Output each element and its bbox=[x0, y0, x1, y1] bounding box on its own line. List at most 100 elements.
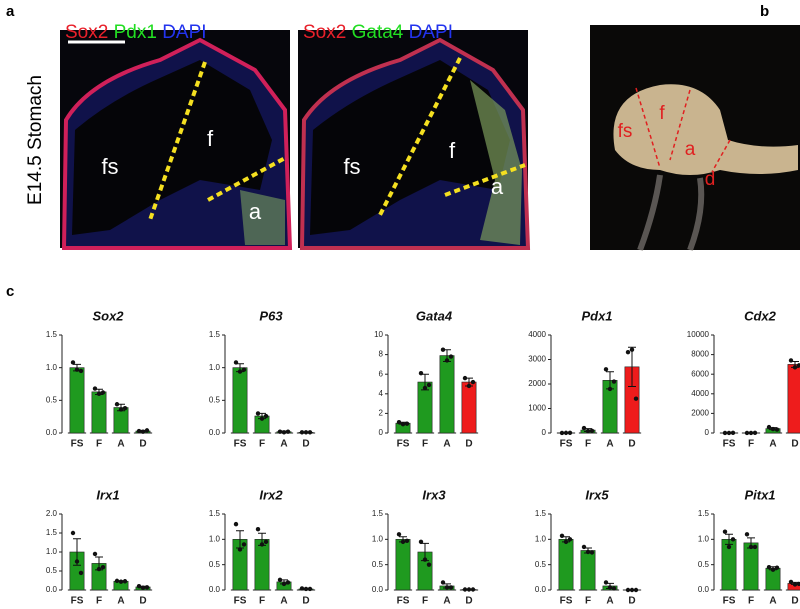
data-point bbox=[259, 416, 265, 421]
data-point bbox=[633, 396, 639, 401]
x-tick-label: D bbox=[791, 439, 798, 450]
data-point bbox=[629, 587, 635, 593]
data-point bbox=[92, 386, 98, 391]
bar bbox=[232, 367, 248, 434]
y-tick-label: 0.0 bbox=[372, 585, 384, 594]
data-point bbox=[770, 426, 776, 432]
data-point bbox=[70, 530, 76, 536]
data-point bbox=[470, 379, 476, 385]
x-tick-label: FS bbox=[397, 439, 410, 450]
y-tick-label: 1.5 bbox=[535, 509, 547, 518]
data-point bbox=[726, 544, 732, 550]
data-point bbox=[233, 360, 239, 365]
data-point bbox=[730, 537, 736, 542]
bar bbox=[461, 381, 477, 434]
data-point bbox=[400, 421, 406, 427]
x-tick-label: A bbox=[606, 439, 613, 450]
y-tick-label: 0.0 bbox=[209, 585, 221, 594]
data-point bbox=[774, 427, 780, 432]
data-point bbox=[589, 428, 595, 433]
y-tick-label: 2000 bbox=[691, 409, 709, 418]
data-point bbox=[144, 585, 150, 590]
y-tick-label: 1.0 bbox=[698, 534, 710, 543]
y-tick-label: 10 bbox=[374, 330, 383, 339]
data-point bbox=[603, 580, 609, 585]
stain: Gata4 bbox=[352, 22, 404, 43]
y-tick-label: 1.0 bbox=[46, 547, 58, 556]
stain: DAPI bbox=[162, 22, 206, 43]
data-point bbox=[74, 559, 80, 564]
data-point bbox=[589, 550, 595, 555]
data-point bbox=[100, 390, 106, 395]
data-point bbox=[285, 429, 291, 434]
region-label: fs bbox=[343, 154, 360, 179]
y-tick-label: 1.0 bbox=[209, 363, 221, 372]
chart-title: Sox2 bbox=[92, 308, 124, 323]
data-point bbox=[237, 547, 243, 552]
data-point bbox=[748, 544, 754, 550]
error-bar bbox=[628, 346, 636, 387]
chart-title: Irx3 bbox=[422, 487, 446, 502]
data-point bbox=[470, 587, 476, 592]
data-point bbox=[74, 367, 80, 372]
x-tick-label: D bbox=[302, 439, 309, 450]
data-point bbox=[752, 544, 758, 550]
data-point bbox=[722, 529, 728, 534]
data-point bbox=[563, 430, 569, 436]
region-label: fs bbox=[618, 121, 633, 142]
data-point bbox=[144, 428, 150, 433]
x-tick-label: F bbox=[422, 439, 428, 450]
data-point bbox=[426, 382, 432, 388]
data-point bbox=[748, 430, 754, 436]
data-point bbox=[277, 429, 283, 434]
data-point bbox=[100, 565, 106, 570]
stain-labels: Sox2 Gata4 DAPI bbox=[303, 22, 453, 43]
y-tick-label: 0.5 bbox=[46, 395, 58, 404]
data-point bbox=[241, 542, 247, 547]
chart-title: Cdx2 bbox=[744, 308, 777, 323]
panel-label: a bbox=[6, 3, 15, 20]
y-tick-label: 1.5 bbox=[698, 509, 710, 518]
data-point bbox=[426, 562, 432, 567]
x-tick-label: A bbox=[769, 596, 776, 607]
chart-title: Pdx1 bbox=[581, 308, 612, 323]
x-tick-label: D bbox=[628, 596, 635, 607]
y-tick-label: 0.0 bbox=[535, 585, 547, 594]
x-tick-label: F bbox=[748, 596, 754, 607]
panel-label: b bbox=[760, 3, 769, 20]
bar bbox=[787, 364, 800, 434]
data-point bbox=[92, 551, 98, 557]
data-point bbox=[303, 586, 309, 592]
data-point bbox=[78, 570, 84, 576]
data-point bbox=[307, 430, 313, 435]
data-point bbox=[281, 581, 287, 587]
data-point bbox=[263, 413, 269, 419]
x-tick-label: FS bbox=[723, 596, 736, 607]
data-point bbox=[796, 363, 800, 368]
data-point bbox=[559, 430, 565, 436]
data-point bbox=[444, 358, 450, 363]
y-tick-label: 0.5 bbox=[372, 560, 384, 569]
y-tick-label: 0.0 bbox=[209, 428, 221, 437]
region-label: fs bbox=[101, 154, 118, 179]
x-tick-label: A bbox=[117, 439, 124, 450]
data-point bbox=[418, 539, 424, 545]
y-tick-label: 0.5 bbox=[535, 560, 547, 569]
y-tick-label: 3000 bbox=[528, 355, 546, 364]
data-point bbox=[744, 532, 750, 537]
micrograph bbox=[298, 30, 531, 250]
x-tick-label: FS bbox=[234, 596, 247, 607]
x-tick-label: A bbox=[769, 439, 776, 450]
y-tick-label: 4 bbox=[379, 389, 384, 398]
bar bbox=[743, 542, 759, 591]
x-tick-label: F bbox=[422, 596, 428, 607]
data-point bbox=[796, 581, 800, 587]
x-tick-label: A bbox=[280, 439, 287, 450]
side-label: E14.5 Stomach bbox=[25, 75, 46, 205]
data-point bbox=[422, 385, 428, 391]
data-point bbox=[722, 430, 728, 436]
data-point bbox=[418, 371, 424, 376]
data-point bbox=[567, 430, 573, 436]
data-point bbox=[136, 584, 142, 589]
